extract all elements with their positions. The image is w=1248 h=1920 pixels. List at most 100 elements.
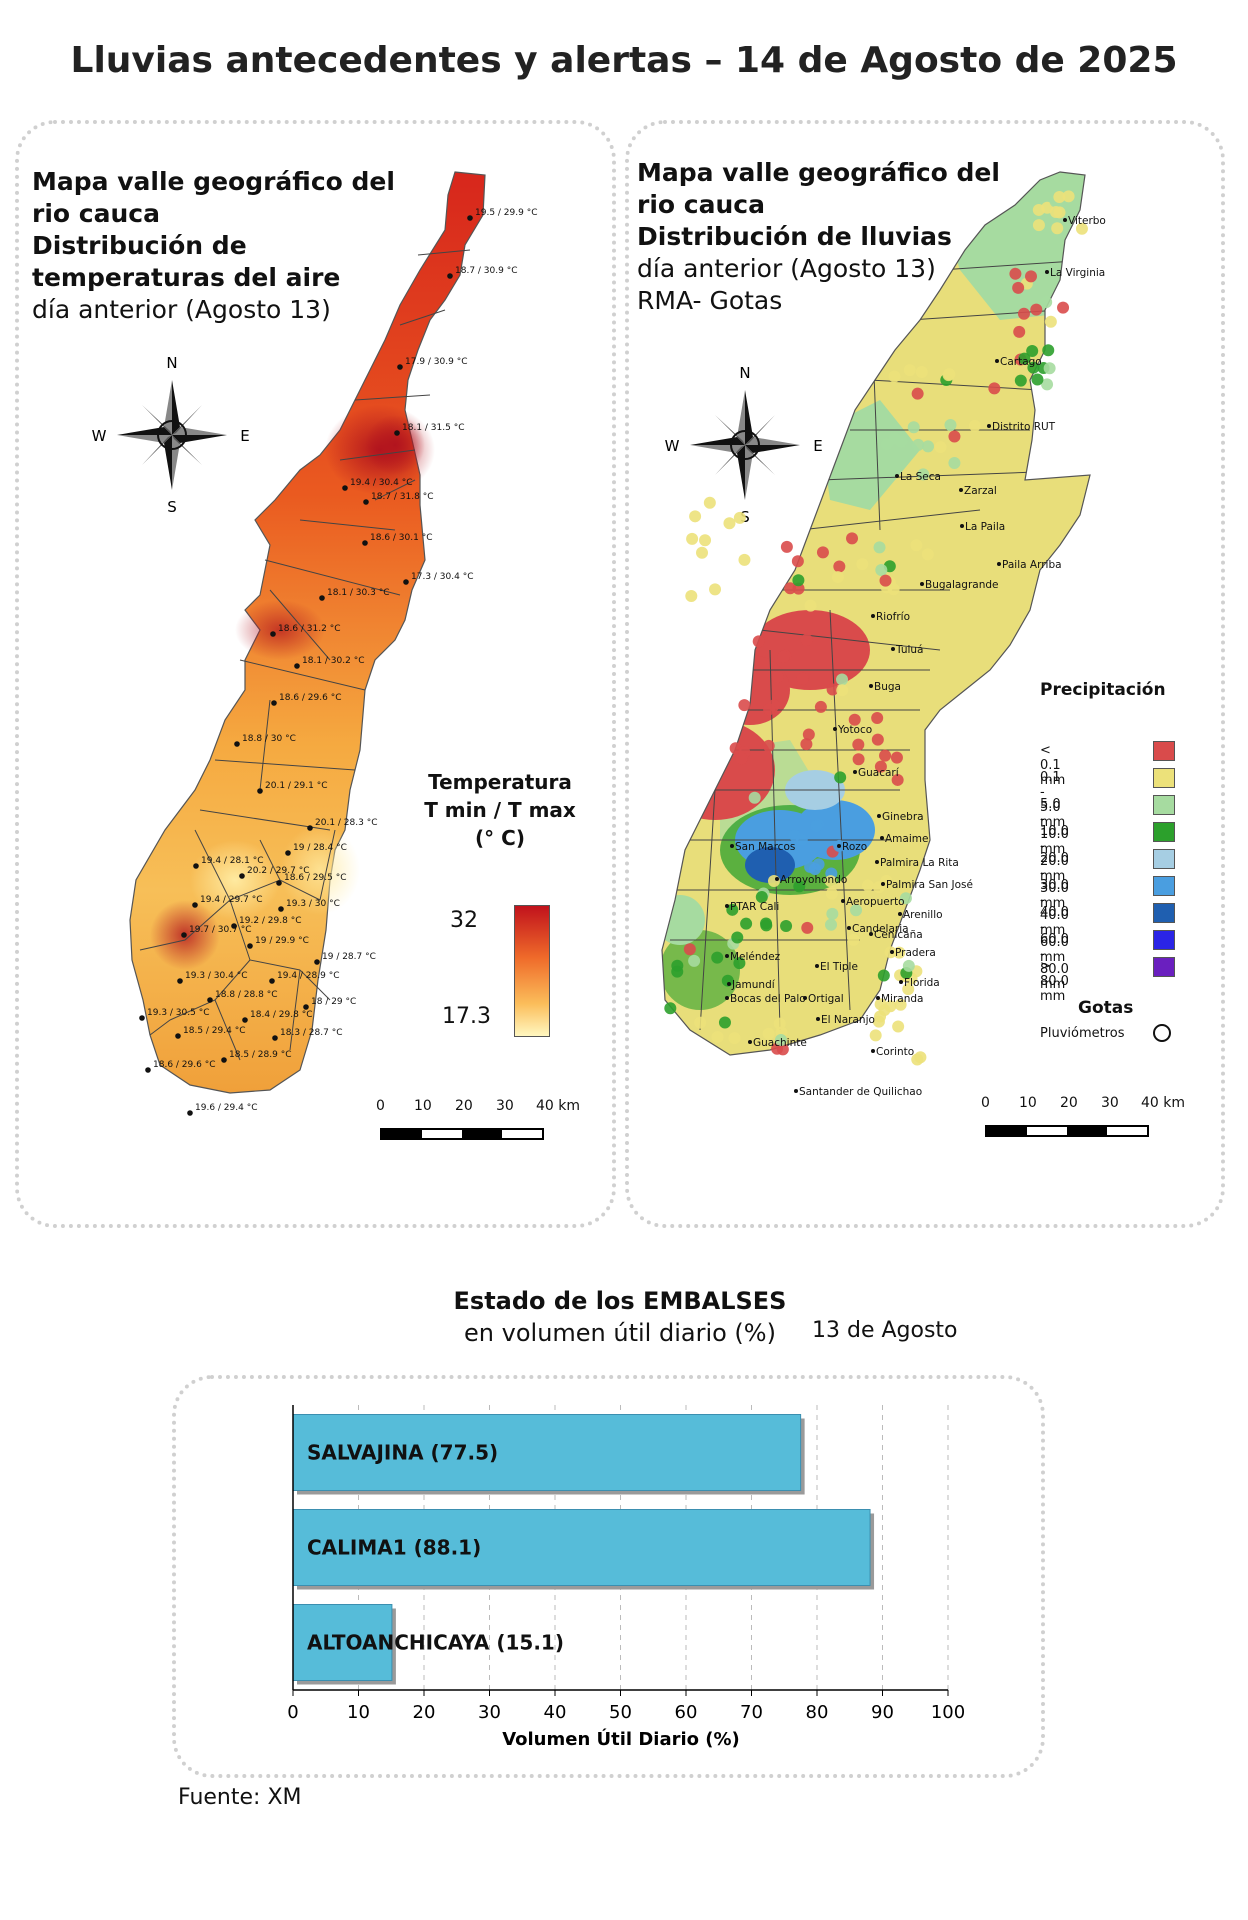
temperature-station-dot	[257, 788, 263, 794]
temperature-station-dot	[307, 825, 313, 831]
rain-subtitle-1: día anterior (Agosto 13)	[637, 254, 936, 283]
pluviometer-dot	[689, 510, 702, 523]
place-dot	[997, 562, 1001, 566]
rain-title-line-2: rio cauca	[637, 190, 765, 219]
temperature-station-label: 18.6 / 29.5 °C	[284, 873, 346, 883]
pluviometer-dot	[902, 959, 915, 972]
temperature-station-label: 18.4 / 29.8 °C	[250, 1010, 312, 1020]
x-tick-label: 30	[478, 1702, 501, 1723]
pluviometer-dot	[948, 430, 961, 443]
pluviometer-dot	[903, 364, 916, 377]
pluviometer-dot	[831, 571, 844, 584]
pluviometer-dot	[718, 1016, 731, 1029]
temperature-station-dot	[247, 943, 253, 949]
temp-title-line-2: rio cauca	[32, 199, 160, 228]
temperature-station-dot	[319, 595, 325, 601]
svg-text:E: E	[813, 437, 822, 455]
rain-map: Viterbo La Virginia Cartago Distrito RUT La …	[661, 171, 1106, 1098]
pluviometer-dot	[733, 957, 746, 970]
temperature-station-label: 19.4 / 28.9 °C	[277, 971, 339, 981]
pluviometer-dot	[771, 670, 784, 683]
temperature-station-label: 19.4 / 29.7 °C	[200, 895, 262, 905]
pluviometer-dot	[848, 713, 861, 726]
legend-label: < 0.1 mm	[1040, 743, 1066, 788]
place-label: Tuluá	[895, 644, 923, 656]
place-dot	[875, 860, 879, 864]
temperature-station-label: 18 / 29 °C	[311, 997, 356, 1007]
pluviometer-dot	[826, 907, 839, 920]
pluviometer-dot	[852, 753, 865, 766]
pluviometer-dot	[922, 440, 935, 453]
temperature-station-label: 18.1 / 31.5 °C	[402, 423, 464, 433]
legend-label: 20.0 - 30.0 mm	[1040, 851, 1069, 911]
pluviometer-dot	[711, 951, 724, 964]
pluviometer-dot	[738, 699, 751, 712]
place-label: Guacarí	[858, 767, 900, 779]
temperature-station-label: 19.4 / 30.4 °C	[350, 478, 412, 488]
temperature-station-dot	[403, 579, 409, 585]
reservoir-bar-chart: SALVAJINA (77.5) CALIMA1 (88.1) ALTOANCHIC…	[287, 1405, 965, 1750]
place-dot	[725, 996, 729, 1000]
x-tick-label: 10	[347, 1702, 370, 1723]
pluviometer-dot	[731, 931, 744, 944]
temperature-station-label: 17.3 / 30.4 °C	[411, 572, 473, 582]
temperature-station-dot	[270, 631, 276, 637]
pluviometer-dot	[763, 703, 776, 716]
temperature-station-dot	[271, 700, 277, 706]
pluviometer-dot	[755, 891, 768, 904]
pluviometer-dot	[1044, 315, 1057, 328]
x-tick-label: 40	[544, 1702, 567, 1723]
pluviometer-dot	[1014, 374, 1027, 387]
temperature-map-panel	[15, 120, 616, 1228]
pluviometer-dot	[824, 875, 837, 888]
compass-n: N	[166, 355, 177, 372]
pluviometer-dot	[703, 496, 716, 509]
reservoir-chart-panel	[172, 1375, 1045, 1778]
pluviometer-dot	[1013, 325, 1026, 338]
pluviometer-dot	[871, 733, 884, 746]
place-dot	[871, 614, 875, 618]
bar-label: SALVAJINA (77.5)	[307, 1441, 498, 1465]
pluviometer-dot	[791, 555, 804, 568]
voronoi-lines	[139, 249, 471, 1061]
pluviometer-dot	[948, 457, 961, 470]
pluviometer-dot	[723, 517, 736, 530]
pluviometer-dot	[942, 369, 955, 382]
pluviometer-dots	[664, 190, 1088, 1066]
place-dot	[881, 882, 885, 886]
place-label: El Naranjo	[821, 1014, 875, 1026]
place-dot	[725, 904, 729, 908]
temperature-station-dot	[234, 741, 240, 747]
place-label: Viterbo	[1068, 215, 1106, 227]
pluviometer-dot	[874, 1010, 887, 1023]
legend-label: 5.0 - 10.0 mm	[1040, 797, 1069, 857]
bar-label: CALIMA1 (88.1)	[307, 1536, 481, 1560]
temperature-station-label: 18.7 / 31.8 °C	[371, 492, 433, 502]
temperature-station-dot	[269, 978, 275, 984]
place-label: Arroyohondo	[780, 874, 847, 886]
page-title: Lluvias antecedentes y alertas – 14 de A…	[70, 40, 1178, 81]
compass-w: W	[92, 427, 107, 445]
svg-text:N: N	[739, 365, 750, 382]
pluviometer-dot	[726, 903, 739, 916]
pluviometer-dot	[1041, 378, 1054, 391]
temperature-station-label: 18.6 / 29.6 °C	[153, 1060, 215, 1070]
pluviometer-dot	[738, 553, 751, 566]
place-dot	[959, 488, 963, 492]
pluviometer-dot	[762, 739, 775, 752]
x-tick-label: 100	[931, 1702, 965, 1723]
temperature-station-label: 18.1 / 30.3 °C	[327, 588, 389, 598]
pluviometer-dot	[875, 564, 888, 577]
pluviometer-dot	[917, 468, 930, 481]
place-label: Zarzal	[964, 485, 997, 497]
legend-swatch	[1153, 795, 1175, 815]
pluviometer-dot	[847, 933, 860, 946]
temperature-station-dot	[272, 1035, 278, 1041]
pluviometer-dot	[740, 917, 753, 930]
legend-swatch	[1153, 849, 1175, 869]
pluviometer-dot	[1043, 362, 1056, 375]
pluviometer-dot	[899, 892, 912, 905]
pluviometer-dot	[907, 421, 920, 434]
place-dot	[803, 996, 807, 1000]
pluviometer-dot	[861, 879, 874, 892]
